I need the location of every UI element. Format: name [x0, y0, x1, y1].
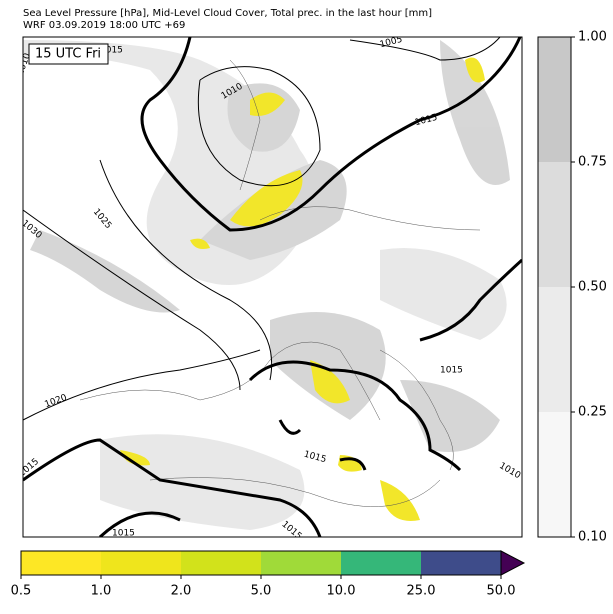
time-label: 15 UTC Fri	[35, 47, 101, 62]
colorbar-band	[538, 412, 571, 537]
colorbar-band	[538, 162, 571, 287]
colorbar-tick-label: 1.00	[578, 30, 607, 45]
isobar-label: 1015	[100, 46, 123, 56]
colorbar-tick-label: 10.0	[327, 584, 356, 599]
colorbar-tick-label: 0.5	[11, 584, 32, 599]
colorbar-band	[538, 37, 571, 162]
colorbar-tick-label: 5.0	[251, 584, 272, 599]
colorbar-tick-label: 0.50	[578, 280, 607, 295]
map-frame	[22, 36, 523, 538]
colorbar-tick-label: 25.0	[407, 584, 436, 599]
colorbar-tick-label: 0.10	[578, 530, 607, 545]
map-layer: 1010 1005 1015 1025 1030 1020 1015 1015 …	[16, 37, 522, 539]
coastlines	[79, 59, 481, 507]
colorbar-tick-label: 50.0	[487, 584, 516, 599]
precip-colorbar: 0.5 1.0 2.0 5.0 10.0 25.0 50.0	[11, 550, 526, 599]
title: Sea Level Pressure [hPa], Mid-Level Clou…	[23, 8, 432, 19]
isobar-label: 1010	[16, 52, 33, 77]
colorbar-band	[21, 551, 101, 575]
isobar-label: 1015	[440, 366, 463, 376]
isobar-label: 1015	[112, 529, 135, 539]
isobar-1015	[23, 37, 522, 537]
colorbar-band	[101, 551, 181, 575]
subtitle: WRF 03.09.2019 18:00 UTC +69	[23, 20, 185, 31]
cloud-colorbar: 1.00 0.75 0.50 0.25 0.10	[537, 30, 607, 545]
colorbar-tick-label: 0.25	[578, 405, 607, 420]
colorbar-band	[341, 551, 421, 575]
colorbar-tick-label: 0.75	[578, 155, 607, 170]
cloud-cover	[23, 40, 510, 530]
colorbar-band	[421, 551, 501, 575]
isobars	[23, 37, 501, 421]
colorbar-tick-label: 2.0	[171, 584, 192, 599]
colorbar-tick-label: 1.0	[91, 584, 112, 599]
colorbar-band	[261, 551, 341, 575]
colorbar-band	[538, 287, 571, 412]
time-box	[28, 43, 109, 65]
colorbar-band	[181, 551, 261, 575]
colorbar-extend	[500, 550, 526, 576]
